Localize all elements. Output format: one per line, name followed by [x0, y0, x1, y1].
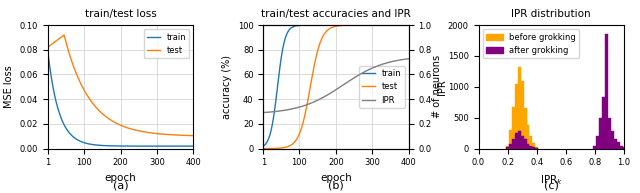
train	[44, 52, 52, 54]
Line: test: test	[263, 25, 409, 149]
Bar	[518, 131, 521, 149]
test	[82, 92, 90, 94]
Bar	[512, 139, 515, 149]
Line: train: train	[48, 53, 193, 146]
train	[81, 142, 89, 144]
train	[70, 136, 77, 138]
Line: train: train	[263, 25, 409, 146]
Bar	[535, 148, 538, 149]
test	[369, 24, 376, 26]
train	[345, 24, 353, 26]
Bar	[515, 133, 518, 149]
IPR	[369, 67, 376, 69]
test	[259, 147, 267, 150]
train	[404, 24, 412, 26]
test	[110, 121, 118, 123]
Bar	[529, 136, 532, 149]
test	[405, 24, 413, 26]
Bar	[623, 147, 625, 149]
train	[405, 24, 413, 26]
Bar	[527, 125, 529, 149]
train	[369, 24, 376, 26]
Bar	[593, 146, 596, 149]
Text: (b): (b)	[328, 180, 344, 190]
IPR	[345, 80, 353, 82]
Text: (a): (a)	[113, 180, 129, 190]
Bar	[524, 139, 527, 149]
Bar	[518, 67, 521, 149]
Bar	[617, 142, 620, 149]
train	[259, 145, 267, 147]
Bar	[605, 34, 608, 149]
Title: train/test accuracies and IPR: train/test accuracies and IPR	[261, 9, 411, 19]
Y-axis label: MSE loss: MSE loss	[4, 65, 14, 108]
train	[356, 24, 364, 26]
test	[154, 133, 161, 135]
Bar	[506, 146, 509, 149]
train	[325, 24, 333, 26]
test	[297, 129, 305, 132]
Bar	[521, 136, 524, 149]
Bar	[521, 81, 524, 149]
train	[110, 145, 118, 147]
train	[154, 145, 161, 147]
IPR	[259, 111, 267, 114]
IPR	[405, 58, 413, 60]
test	[189, 135, 197, 137]
train	[189, 145, 197, 147]
IPR	[297, 106, 305, 108]
Bar	[602, 97, 605, 149]
X-axis label: epoch: epoch	[105, 173, 136, 183]
Legend: before grokking, after grokking: before grokking, after grokking	[483, 29, 579, 58]
Bar	[614, 139, 617, 149]
Bar	[527, 144, 529, 149]
Bar	[535, 147, 538, 149]
test	[60, 34, 68, 36]
Bar	[515, 84, 518, 149]
train	[297, 24, 305, 26]
Title: IPR distribution: IPR distribution	[511, 9, 591, 19]
Line: test: test	[48, 35, 193, 136]
Legend: train, test: train, test	[144, 29, 189, 58]
IPR	[356, 73, 364, 75]
Line: IPR: IPR	[263, 59, 409, 113]
test	[44, 46, 52, 48]
test	[345, 24, 353, 26]
Bar	[506, 147, 509, 149]
Text: (c): (c)	[544, 180, 559, 190]
Bar	[509, 144, 512, 149]
test	[70, 67, 78, 69]
Bar	[532, 147, 535, 149]
Legend: train, test, IPR: train, test, IPR	[359, 66, 404, 108]
Bar	[599, 118, 602, 149]
test	[356, 24, 364, 26]
IPR	[325, 93, 333, 95]
test	[141, 131, 149, 133]
Y-axis label: IPR: IPR	[437, 79, 447, 95]
test	[130, 129, 138, 131]
Bar	[524, 108, 527, 149]
Bar	[512, 107, 515, 149]
Bar	[596, 136, 599, 149]
Bar	[620, 146, 623, 149]
X-axis label: IPR$_k$: IPR$_k$	[540, 173, 563, 187]
test	[285, 145, 293, 147]
Bar	[608, 118, 611, 149]
train	[285, 29, 293, 31]
train	[130, 145, 138, 147]
Bar	[611, 131, 614, 149]
Title: train/test loss: train/test loss	[85, 9, 157, 19]
train	[141, 145, 149, 147]
Bar	[509, 130, 512, 149]
IPR	[285, 108, 293, 111]
Bar	[529, 146, 532, 149]
Y-axis label: accuracy (%): accuracy (%)	[222, 55, 232, 119]
Bar	[532, 143, 535, 149]
X-axis label: epoch: epoch	[320, 173, 352, 183]
test	[325, 28, 333, 30]
Y-axis label: # of neurons: # of neurons	[432, 55, 442, 119]
